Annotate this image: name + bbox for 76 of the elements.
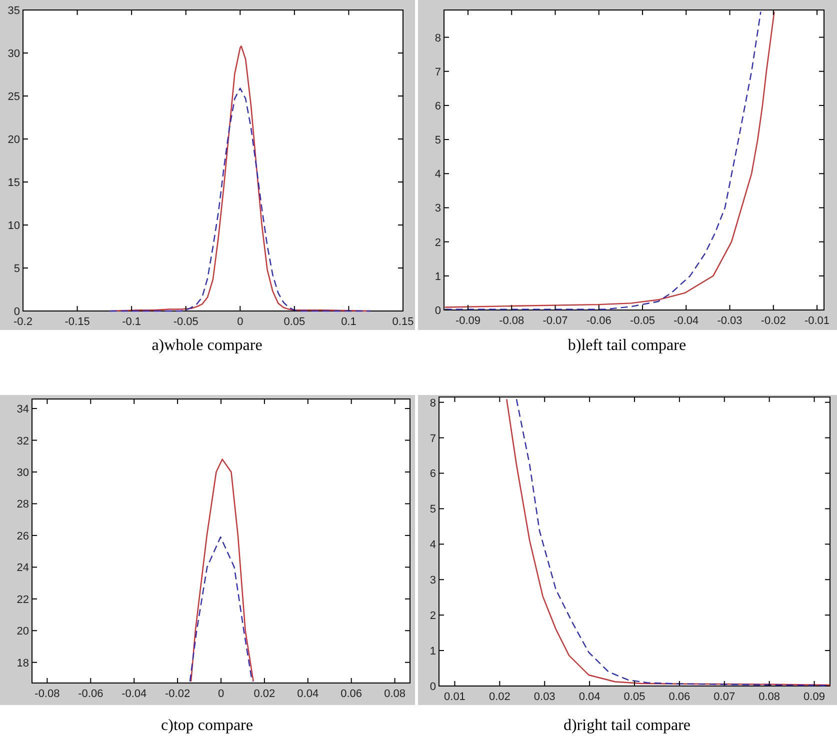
line-series <box>190 458 254 682</box>
y-tick-label: 30 <box>16 466 29 479</box>
y-tick-label: 20 <box>16 626 29 638</box>
y-tick-label: 26 <box>16 530 29 542</box>
y-tick-label: 25 <box>8 91 20 103</box>
x-tick-label: 0.06 <box>340 688 362 700</box>
y-tick-label: 3 <box>430 574 436 587</box>
x-tick-label: 0.05 <box>284 316 306 328</box>
y-tick-label: 22 <box>16 594 29 606</box>
x-tick-label: -0.08 <box>34 688 60 700</box>
y-tick-label: 1 <box>434 270 441 283</box>
y-tick-label: 20 <box>8 134 20 146</box>
x-tick-label: 0.03 <box>534 691 556 703</box>
x-tick-label: 0.1 <box>341 316 356 328</box>
y-tick-label: 4 <box>434 168 441 181</box>
line-series <box>189 536 253 682</box>
x-tick-label: 0.15 <box>392 316 414 328</box>
x-tick-label: 0.06 <box>668 691 690 703</box>
y-tick-label: 5 <box>430 504 436 516</box>
x-tick-label: -0.01 <box>804 315 830 327</box>
text: b)left tail compare <box>568 337 686 354</box>
x-tick-label: -0.2 <box>14 316 32 328</box>
y-tick-label: 3 <box>434 202 441 215</box>
x-tick-label: -0.06 <box>586 315 612 327</box>
x-tick-label: 0.09 <box>804 691 825 703</box>
y-tick-label: 2 <box>430 610 436 622</box>
line-series <box>109 88 372 312</box>
x-tick-label: -0.09 <box>455 315 481 327</box>
y-tick-label: 18 <box>16 657 29 670</box>
y-tick-label: 7 <box>434 66 441 78</box>
x-tick-label: -0.04 <box>674 315 699 327</box>
x-tick-label: 0.05 <box>624 691 646 703</box>
x-tick-label: 0.04 <box>297 688 319 700</box>
x-tick-label: -0.07 <box>542 315 568 327</box>
y-tick-label: 6 <box>430 468 436 480</box>
y-tick-label: 35 <box>8 5 20 17</box>
y-tick-label: 1 <box>430 646 436 658</box>
x-tick-label: -0.02 <box>760 315 786 327</box>
x-tick-label: -0.15 <box>64 316 90 328</box>
x-tick-label: -0.03 <box>717 315 742 327</box>
x-tick-label: 0 <box>237 316 244 328</box>
y-tick-label: 32 <box>16 435 29 448</box>
y-tick-label: 5 <box>434 134 441 147</box>
y-tick-label: 34 <box>16 404 29 416</box>
x-tick-label: 0.01 <box>444 691 466 703</box>
x-tick-label: 0.08 <box>758 691 780 703</box>
x-tick-label: -0.05 <box>173 316 198 328</box>
y-tick-label: 2 <box>434 236 441 249</box>
y-tick-label: 15 <box>8 177 20 189</box>
x-tick-label: 0.07 <box>714 691 736 703</box>
y-tick-label: 8 <box>430 397 436 410</box>
text: c)top compare <box>161 717 253 734</box>
text: d)right tail compare <box>563 717 691 734</box>
text: a)whole compare <box>152 337 262 354</box>
y-tick-label: 7 <box>430 432 436 445</box>
x-tick-label: -0.1 <box>122 316 142 328</box>
x-tick-label: 0.08 <box>384 688 406 700</box>
x-tick-label: 0.02 <box>488 691 510 703</box>
y-tick-label: 4 <box>430 539 436 552</box>
y-tick-label: 0 <box>434 305 441 317</box>
x-tick-label: -0.04 <box>122 688 147 700</box>
y-tick-label: 30 <box>8 48 20 60</box>
y-tick-label: 28 <box>16 498 29 511</box>
x-tick-label: -0.08 <box>499 315 524 327</box>
y-tick-label: 24 <box>16 562 29 574</box>
y-tick-label: 10 <box>8 220 20 232</box>
x-tick-label: 0.04 <box>578 691 600 703</box>
y-tick-label: 5 <box>14 263 20 275</box>
y-tick-label: 6 <box>434 100 441 112</box>
x-tick-label: 0 <box>218 688 224 700</box>
x-tick-label: 0.02 <box>254 688 276 700</box>
y-tick-label: 0 <box>14 306 20 318</box>
x-tick-label: -0.02 <box>165 688 190 700</box>
x-tick-label: -0.05 <box>630 315 656 327</box>
y-tick-label: 8 <box>434 32 441 44</box>
x-tick-label: -0.06 <box>78 688 104 700</box>
